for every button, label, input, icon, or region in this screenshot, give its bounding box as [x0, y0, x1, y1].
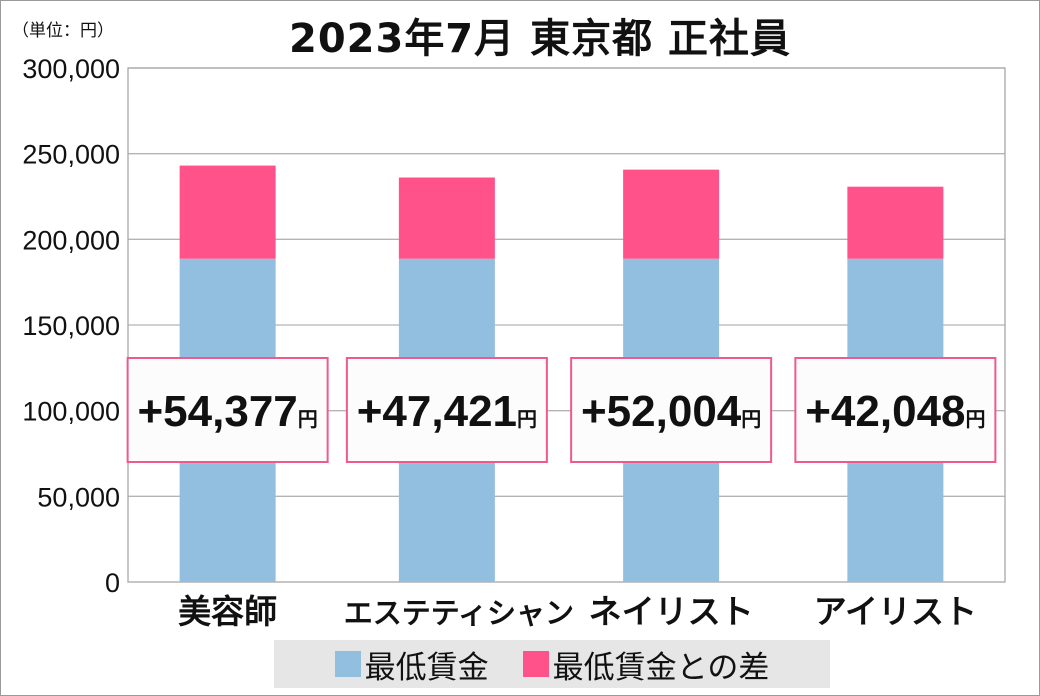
legend-item-minimum-wage: 最低賃金: [334, 642, 489, 687]
data-label-unit: 円: [966, 409, 986, 431]
y-tick-label: 200,000: [22, 225, 120, 255]
legend-item-difference: 最低賃金との差: [522, 642, 770, 687]
x-tick-label: エステティシャン: [344, 596, 574, 630]
y-tick-label: 50,000: [37, 482, 120, 512]
data-label: +47,421円: [357, 387, 537, 436]
data-label-box: [570, 357, 773, 463]
bar-difference: [847, 186, 944, 259]
data-label-value: +54,377: [137, 387, 297, 436]
data-label-unit: 円: [517, 409, 537, 431]
data-label-box: [126, 357, 329, 463]
plot-area: [127, 67, 1006, 583]
data-label-value: +42,048: [805, 387, 965, 436]
legend: 最低賃金 最低賃金との差: [274, 640, 830, 688]
chart-title: 2023年7月 東京都 正社員: [288, 16, 791, 62]
data-label: +52,004円: [581, 387, 761, 436]
data-label-value: +47,421: [357, 387, 517, 436]
y-tick-label: 0: [105, 568, 120, 598]
unit-label: （単位：円）: [12, 21, 114, 41]
data-label-unit: 円: [741, 409, 761, 431]
data-label-box: [345, 357, 548, 463]
bar-difference: [623, 169, 720, 259]
legend-label: 最低賃金: [364, 649, 489, 686]
data-label: +54,377円: [137, 387, 317, 436]
legend-label: 最低賃金との差: [552, 649, 770, 686]
data-label-unit: 円: [298, 409, 318, 431]
y-tick-label: 300,000: [22, 54, 120, 84]
x-tick-label: ネイリスト: [589, 592, 754, 631]
bar-difference: [398, 177, 495, 259]
y-tick-label: 150,000: [22, 311, 120, 341]
y-tick-label: 250,000: [22, 140, 120, 170]
legend-swatch-minimum-wage: [334, 651, 361, 677]
y-tick-label: 100,000: [22, 397, 120, 427]
data-label-box: [794, 357, 997, 463]
data-label-value: +52,004: [581, 387, 742, 436]
x-tick-label: アイリスト: [814, 592, 977, 631]
bar-difference: [179, 165, 276, 259]
data-label: +42,048円: [805, 387, 985, 436]
x-tick-label: 美容師: [178, 592, 277, 631]
legend-swatch-difference: [522, 651, 549, 677]
